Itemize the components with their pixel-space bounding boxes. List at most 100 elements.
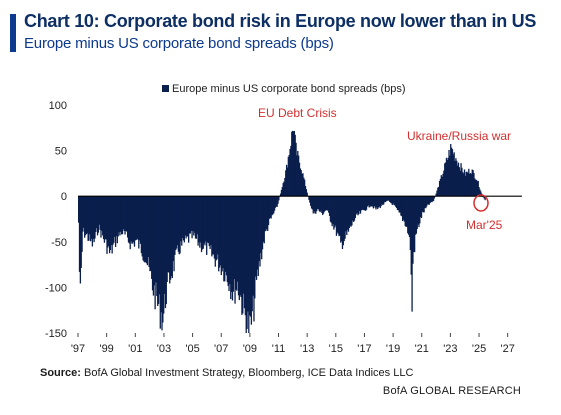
series-bar: [186, 196, 188, 237]
series-bar: [283, 181, 285, 197]
series-bar: [225, 196, 228, 276]
series-bar: [330, 196, 332, 223]
series-bar: [375, 196, 377, 210]
series-bar: [315, 196, 317, 214]
series-bar: [420, 196, 422, 218]
series-bar: [430, 196, 432, 202]
series-bar: [285, 164, 288, 197]
series-bar: [265, 196, 267, 231]
series-bar: [410, 196, 412, 275]
series-bar: [204, 196, 206, 246]
x-tick-label: '15: [329, 343, 343, 355]
series-bar: [401, 196, 404, 221]
series-bar: [146, 196, 149, 266]
series-bar: [270, 196, 272, 219]
series-bar: [278, 196, 280, 201]
series-bar: [182, 196, 185, 241]
series-bar: [391, 196, 393, 206]
series-bar: [241, 196, 243, 315]
series-bar: [452, 154, 454, 197]
series-bar: [134, 196, 137, 241]
series-bar: [429, 196, 431, 204]
series-bar: [335, 196, 338, 236]
series-bar: [383, 196, 385, 205]
series-bar: [230, 196, 232, 300]
series-bar: [133, 196, 136, 247]
series-bar: [424, 196, 426, 209]
series-bar: [107, 196, 109, 248]
series-bar: [119, 196, 121, 236]
series-bar: [183, 196, 186, 243]
series-bar: [319, 196, 321, 213]
series-bar: [349, 196, 351, 226]
series-bar: [222, 196, 224, 269]
series-bar: [102, 196, 105, 240]
series-bar: [141, 196, 143, 257]
series-bar: [96, 196, 99, 236]
series-bar: [175, 196, 178, 249]
x-tick-label: '17: [357, 343, 371, 355]
series-bar: [408, 196, 411, 238]
series-bar: [267, 196, 270, 226]
series-bar: [465, 171, 467, 197]
series-bar: [327, 196, 329, 211]
x-tick-label: '19: [386, 343, 400, 355]
series-bar: [390, 196, 393, 204]
series-bar: [203, 196, 205, 244]
series-bar: [444, 163, 446, 197]
series-bar: [212, 196, 214, 255]
series-bar: [138, 196, 140, 249]
series-bar: [256, 196, 259, 270]
series-bar: [258, 196, 260, 262]
series-bar: [378, 196, 381, 207]
series-bar: [97, 196, 100, 233]
series-bar: [206, 196, 209, 243]
series-bar: [260, 196, 262, 254]
series-bar: [128, 196, 131, 244]
series-bar: [79, 196, 82, 284]
series-bar: [306, 192, 308, 197]
series-bar: [460, 163, 462, 197]
series-bar: [205, 196, 207, 242]
series-bar: [291, 131, 293, 197]
series-bar: [438, 186, 440, 197]
series-bar: [213, 196, 216, 259]
x-tick-label: '03: [157, 343, 171, 355]
series-bar: [396, 196, 399, 211]
series-bar: [126, 196, 128, 232]
series-bar: [209, 196, 211, 250]
x-tick-label: '13: [300, 343, 314, 355]
series-bar: [382, 196, 384, 206]
series-bar: [267, 196, 269, 231]
series-bar: [333, 196, 335, 230]
series-bar: [293, 130, 295, 197]
chart-area: Europe minus US corporate bond spreads (…: [45, 83, 522, 355]
series-bar: [431, 196, 433, 203]
x-tick-label: '11: [272, 343, 286, 355]
series-bar: [483, 196, 485, 199]
series-bar: [376, 196, 378, 208]
series-bar: [268, 196, 271, 219]
series-bar: [114, 196, 116, 237]
series-bar: [103, 196, 106, 243]
series-bar: [356, 196, 358, 214]
series-bar: [420, 196, 423, 218]
series-bar: [255, 196, 258, 280]
y-tick-label: 100: [49, 100, 67, 112]
series-bar: [81, 196, 83, 252]
series-bar: [262, 196, 265, 242]
series-bar: [336, 196, 338, 233]
series-bar: [231, 196, 234, 301]
x-tick-label: '05: [185, 343, 199, 355]
series-bar: [478, 187, 480, 197]
series-bar: [145, 196, 148, 264]
series-bar: [207, 196, 210, 244]
series-bar: [444, 162, 447, 197]
series-bar: [176, 196, 179, 246]
series-bar: [425, 196, 427, 209]
series-bar: [240, 196, 242, 298]
series-bar: [318, 196, 320, 212]
series-bar: [235, 196, 237, 290]
series-bar: [274, 196, 277, 208]
series-bar: [236, 196, 238, 291]
